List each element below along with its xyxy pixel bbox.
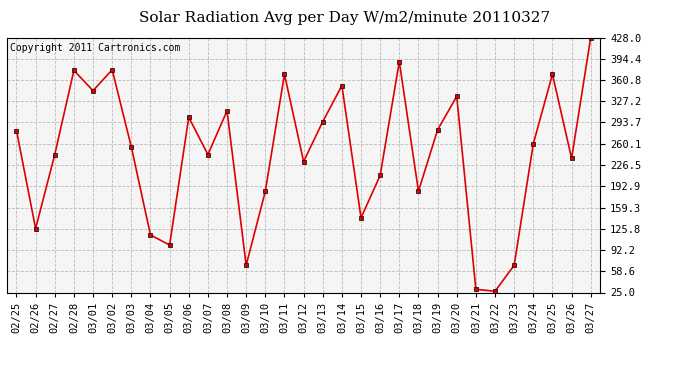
Text: Copyright 2011 Cartronics.com: Copyright 2011 Cartronics.com [10,43,180,52]
Text: Solar Radiation Avg per Day W/m2/minute 20110327: Solar Radiation Avg per Day W/m2/minute … [139,11,551,25]
